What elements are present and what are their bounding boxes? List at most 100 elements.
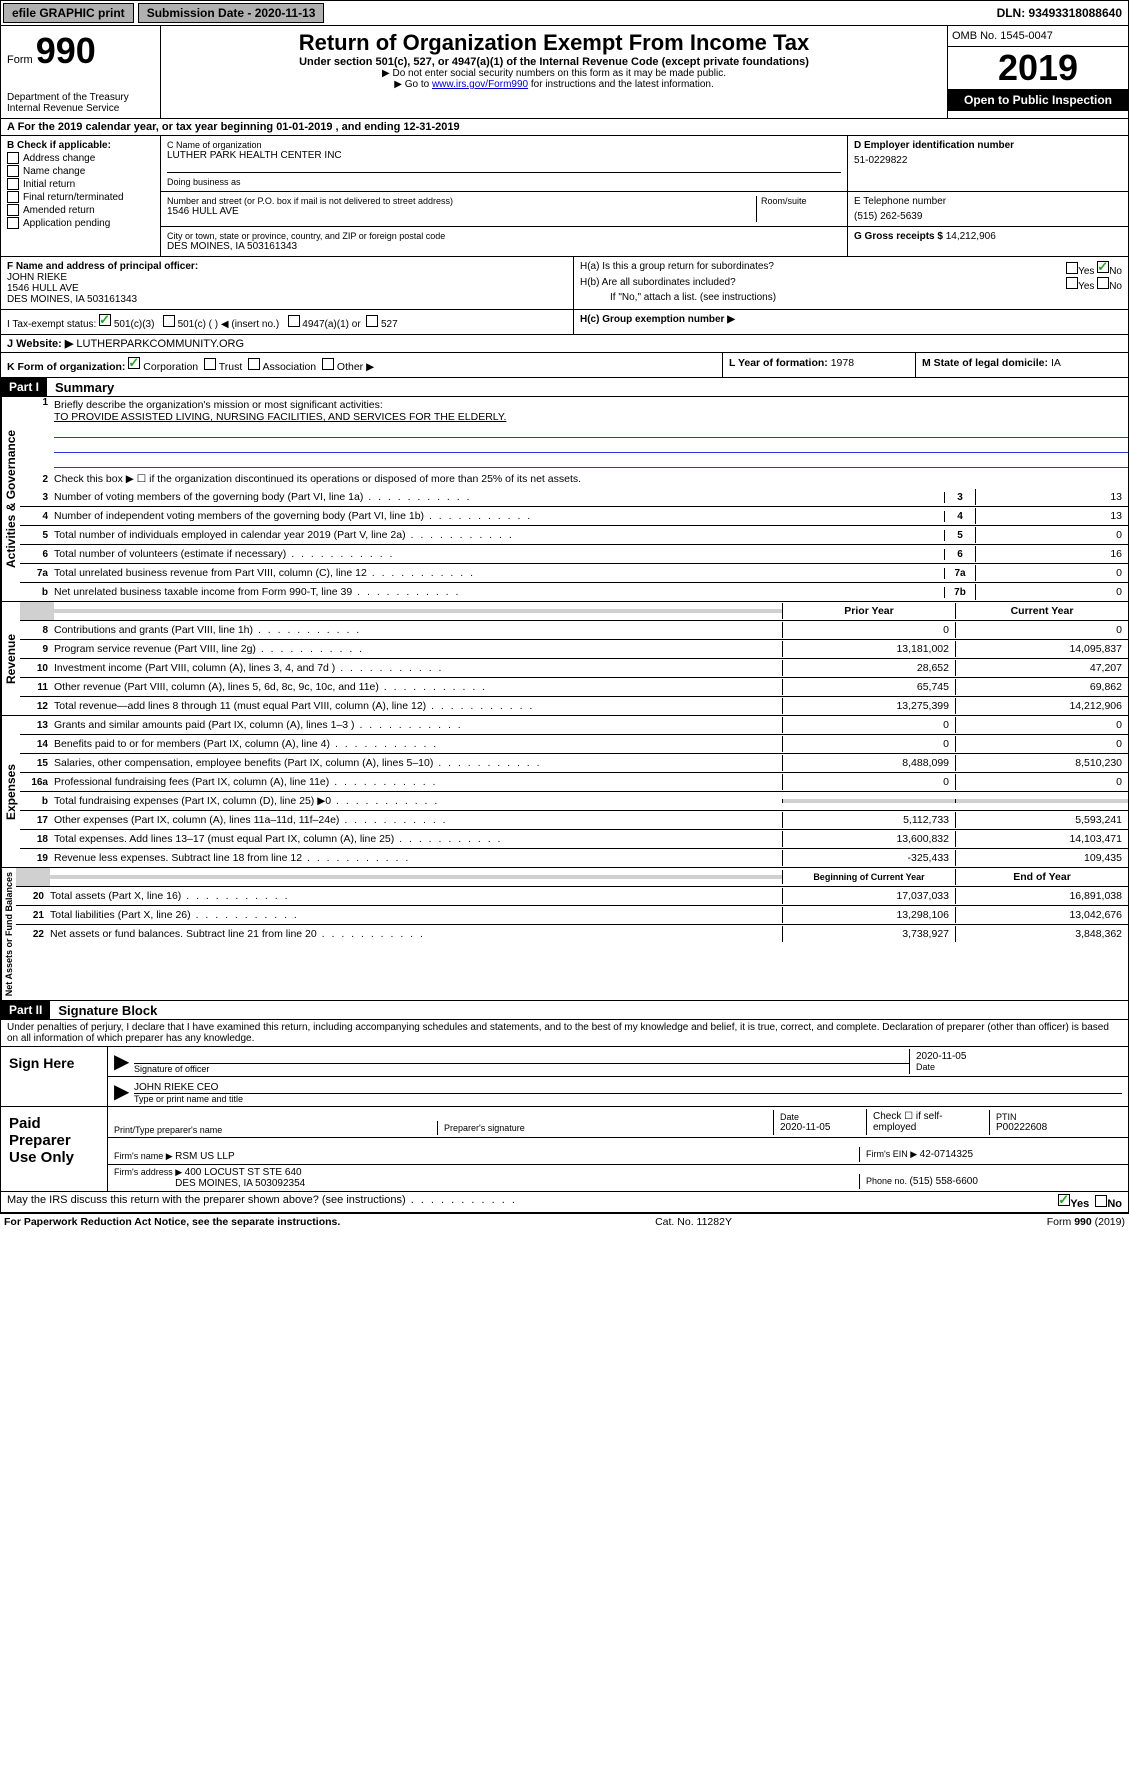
chk-final-return[interactable]: Final return/terminated <box>7 191 154 203</box>
prep-sig-label: Preparer's signature <box>444 1123 767 1133</box>
yes-1: Yes <box>1078 266 1094 277</box>
section-revenue: Revenue Prior Year Current Year 8 Contri… <box>0 602 1129 716</box>
gross-receipts: 14,212,906 <box>946 231 996 242</box>
officer-signed-name: JOHN RIEKE CEO <box>134 1082 1122 1094</box>
table-row: 13 Grants and similar amounts paid (Part… <box>20 716 1128 735</box>
firm-phone-label: Phone no. <box>866 1176 910 1186</box>
d-label: D Employer identification number <box>854 140 1014 151</box>
firm-name: RSM US LLP <box>175 1151 234 1162</box>
chk-pending[interactable]: Application pending <box>7 217 154 229</box>
chk-assoc[interactable] <box>248 358 260 370</box>
chk-501c3[interactable] <box>99 314 111 326</box>
ptin-label: PTIN <box>996 1112 1116 1122</box>
col-begin-year: Beginning of Current Year <box>782 870 955 884</box>
officer-name: JOHN RIEKE <box>7 272 567 283</box>
officer-addr: 1546 HULL AVE DES MOINES, IA 503161343 <box>7 283 567 305</box>
chk-initial-return[interactable]: Initial return <box>7 178 154 190</box>
corp-label: Corporation <box>143 361 198 373</box>
vlabel-governance: Activities & Governance <box>1 397 20 601</box>
section-governance: Activities & Governance 1 Briefly descri… <box>0 397 1129 602</box>
ha-answer[interactable]: Yes No <box>1066 261 1122 277</box>
m-label: M State of legal domicile: <box>922 357 1051 369</box>
top-bar: efile GRAPHIC print Submission Date - 20… <box>0 0 1129 26</box>
footer-left: For Paperwork Reduction Act Notice, see … <box>4 1216 340 1228</box>
ptin-value: P00222608 <box>996 1122 1116 1133</box>
chk-527[interactable] <box>366 315 378 327</box>
paid-preparer-label: Paid Preparer Use Only <box>1 1107 108 1191</box>
year-formation: 1978 <box>831 357 854 369</box>
box-hc: H(c) Group exemption number ▶ <box>574 310 1128 334</box>
info-grid-bcdefg: B Check if applicable: Address change Na… <box>0 136 1129 257</box>
l1-label: Briefly describe the organization's miss… <box>54 399 383 411</box>
table-row: 8 Contributions and grants (Part VIII, l… <box>20 621 1128 640</box>
hb-answer[interactable]: Yes No <box>1066 277 1122 292</box>
discuss-label: May the IRS discuss this return with the… <box>7 1194 517 1210</box>
room-label: Room/suite <box>756 196 841 222</box>
chk-other[interactable] <box>322 358 334 370</box>
firm-addr: 400 LOCUST ST STE 640 <box>185 1167 302 1178</box>
title-cell: Return of Organization Exempt From Incom… <box>161 26 948 118</box>
perjury-text: Under penalties of perjury, I declare th… <box>0 1020 1129 1047</box>
irs-link[interactable]: www.irs.gov/Form990 <box>432 79 528 90</box>
chk-corp[interactable] <box>128 357 140 369</box>
chk-label-5: Application pending <box>23 218 110 229</box>
chk-501c[interactable] <box>163 315 175 327</box>
chk-amended[interactable]: Amended return <box>7 204 154 216</box>
discuss-answer[interactable]: Yes No <box>1058 1194 1122 1210</box>
sign-here-label: Sign Here <box>1 1047 108 1106</box>
table-row: 3 Number of voting members of the govern… <box>20 488 1128 507</box>
hb-note: If "No," attach a list. (see instruction… <box>580 292 1122 303</box>
chk-label-3: Final return/terminated <box>23 192 124 203</box>
no-2: No <box>1109 281 1122 292</box>
prep-name-label: Print/Type preparer's name <box>114 1125 437 1135</box>
box-f: F Name and address of principal officer:… <box>1 257 574 309</box>
chk-4947[interactable] <box>288 315 300 327</box>
chk-label-1: Name change <box>23 166 85 177</box>
sign-here-section: Sign Here ▶ Signature of officer 2020-11… <box>0 1047 1129 1107</box>
mission-text: TO PROVIDE ASSISTED LIVING, NURSING FACI… <box>54 411 506 423</box>
year-cell: OMB No. 1545-0047 2019 Open to Public In… <box>948 26 1128 118</box>
vlabel-revenue: Revenue <box>1 602 20 715</box>
table-row: 17 Other expenses (Part IX, column (A), … <box>20 811 1128 830</box>
form-subtitle: Under section 501(c), 527, or 4947(a)(1)… <box>167 56 941 68</box>
chk-label-2: Initial return <box>23 179 75 190</box>
no-1: No <box>1109 266 1122 277</box>
table-row: 4 Number of independent voting members o… <box>20 507 1128 526</box>
open-public-badge: Open to Public Inspection <box>948 89 1128 111</box>
i-label: I Tax-exempt status: <box>7 319 96 330</box>
firm-phone: (515) 558-6600 <box>910 1176 978 1187</box>
chk-name-change[interactable]: Name change <box>7 165 154 177</box>
box-g: G Gross receipts $ 14,212,906 <box>848 227 1128 257</box>
paid-preparer-section: Paid Preparer Use Only Print/Type prepar… <box>0 1107 1129 1192</box>
dba-label: Doing business as <box>167 172 841 187</box>
col-end-year: End of Year <box>955 869 1128 885</box>
firm-addr-label: Firm's address ▶ <box>114 1167 185 1177</box>
f-label: F Name and address of principal officer: <box>7 261 198 272</box>
table-row: 6 Total number of volunteers (estimate i… <box>20 545 1128 564</box>
self-employed-check[interactable]: Check ☐ if self-employed <box>866 1109 989 1135</box>
sig-date-label: Date <box>916 1062 1116 1072</box>
discuss-yes: Yes <box>1070 1198 1089 1210</box>
discuss-row: May the IRS discuss this return with the… <box>0 1192 1129 1213</box>
trust-label: Trust <box>219 361 243 373</box>
chk-address-change[interactable]: Address change <box>7 152 154 164</box>
box-h: H(a) Is this a group return for subordin… <box>574 257 1128 309</box>
row-klm: K Form of organization: Corporation Trus… <box>0 353 1129 378</box>
efile-print-button[interactable]: efile GRAPHIC print <box>3 3 134 23</box>
527-label: 527 <box>381 319 398 330</box>
hc-label: H(c) Group exemption number ▶ <box>580 314 735 325</box>
col-current-year: Current Year <box>955 603 1128 619</box>
table-row: b Net unrelated business taxable income … <box>20 583 1128 601</box>
table-row: 11 Other revenue (Part VIII, column (A),… <box>20 678 1128 697</box>
hb-label: H(b) Are all subordinates included? <box>580 277 736 292</box>
domicile-state: IA <box>1051 357 1061 369</box>
501c-label: 501(c) ( ) ◀ (insert no.) <box>178 319 280 330</box>
table-row: 16a Professional fundraising fees (Part … <box>20 773 1128 792</box>
table-row: 7a Total unrelated business revenue from… <box>20 564 1128 583</box>
box-l: L Year of formation: 1978 <box>723 353 916 377</box>
ha-label: H(a) Is this a group return for subordin… <box>580 261 774 277</box>
firm-city: DES MOINES, IA 503092354 <box>175 1178 305 1189</box>
chk-trust[interactable] <box>204 358 216 370</box>
l-label: L Year of formation: <box>729 357 831 369</box>
submission-date-button[interactable]: Submission Date - 2020-11-13 <box>138 3 325 23</box>
